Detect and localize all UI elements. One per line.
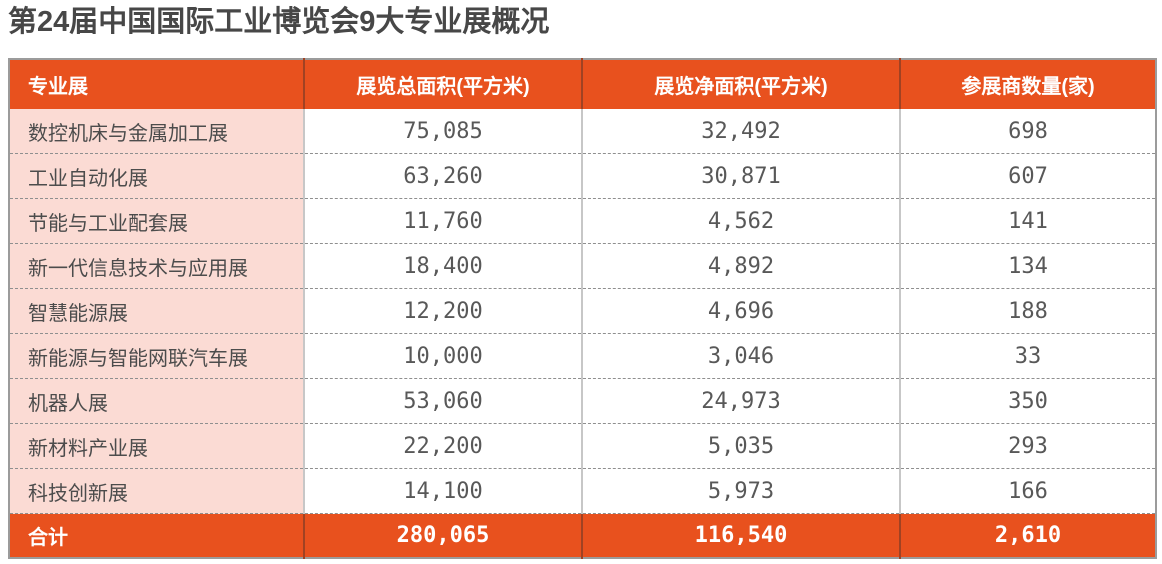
net-area-cell: 5,973 <box>582 468 901 514</box>
exhibition-name-cell: 新一代信息技术与应用展 <box>9 243 305 289</box>
table-row: 科技创新展 14,100 5,973 166 <box>9 468 1156 514</box>
col-header-exhibitor-count: 参展商数量(家) <box>900 59 1156 109</box>
total-label-cell: 合计 <box>9 513 305 558</box>
gross-area-cell: 18,400 <box>304 243 583 289</box>
gross-area-cell: 75,085 <box>304 109 583 154</box>
exhibitor-count-cell: 350 <box>900 378 1156 424</box>
total-row: 合计 280,065 116,540 2,610 <box>9 513 1156 558</box>
table-row: 数控机床与金属加工展 75,085 32,492 698 <box>9 109 1156 154</box>
net-area-cell: 5,035 <box>582 423 901 469</box>
exhibition-name-cell: 新能源与智能网联汽车展 <box>9 333 305 379</box>
exhibition-name-cell: 科技创新展 <box>9 468 305 514</box>
header-row: 专业展 展览总面积(平方米) 展览净面积(平方米) 参展商数量(家) <box>9 59 1156 109</box>
exhibition-name-cell: 智慧能源展 <box>9 288 305 334</box>
gross-area-cell: 14,100 <box>304 468 583 514</box>
exhibitor-count-cell: 188 <box>900 288 1156 334</box>
exhibition-name-cell: 机器人展 <box>9 378 305 424</box>
gross-area-cell: 12,200 <box>304 288 583 334</box>
net-area-cell: 4,696 <box>582 288 901 334</box>
net-area-cell: 24,973 <box>582 378 901 424</box>
total-net-area-cell: 116,540 <box>582 513 901 558</box>
table-row: 节能与工业配套展 11,760 4,562 141 <box>9 198 1156 244</box>
net-area-cell: 3,046 <box>582 333 901 379</box>
gross-area-cell: 53,060 <box>304 378 583 424</box>
net-area-cell: 30,871 <box>582 153 901 199</box>
table-row: 机器人展 53,060 24,973 350 <box>9 378 1156 424</box>
exhibition-name-cell: 新材料产业展 <box>9 423 305 469</box>
col-header-net-area: 展览净面积(平方米) <box>582 59 901 109</box>
gross-area-cell: 11,760 <box>304 198 583 244</box>
gross-area-cell: 10,000 <box>304 333 583 379</box>
exhibitor-count-cell: 698 <box>900 109 1156 154</box>
total-exhibitor-count-cell: 2,610 <box>900 513 1156 558</box>
exhibitor-count-cell: 166 <box>900 468 1156 514</box>
expo-summary-table: 专业展 展览总面积(平方米) 展览净面积(平方米) 参展商数量(家) 数控机床与… <box>8 58 1157 559</box>
total-gross-area-cell: 280,065 <box>304 513 583 558</box>
exhibitor-count-cell: 141 <box>900 198 1156 244</box>
table-row: 新材料产业展 22,200 5,035 293 <box>9 423 1156 469</box>
table-row: 智慧能源展 12,200 4,696 188 <box>9 288 1156 334</box>
exhibitor-count-cell: 293 <box>900 423 1156 469</box>
table-row: 新一代信息技术与应用展 18,400 4,892 134 <box>9 243 1156 289</box>
exhibition-name-cell: 数控机床与金属加工展 <box>9 109 305 154</box>
col-header-exhibition: 专业展 <box>9 59 305 109</box>
net-area-cell: 4,562 <box>582 198 901 244</box>
gross-area-cell: 22,200 <box>304 423 583 469</box>
net-area-cell: 32,492 <box>582 109 901 154</box>
net-area-cell: 4,892 <box>582 243 901 289</box>
exhibition-name-cell: 节能与工业配套展 <box>9 198 305 244</box>
exhibition-name-cell: 工业自动化展 <box>9 153 305 199</box>
exhibitor-count-cell: 134 <box>900 243 1156 289</box>
page-title: 第24届中国国际工业博览会9大专业展概况 <box>8 6 550 38</box>
table-row: 工业自动化展 63,260 30,871 607 <box>9 153 1156 199</box>
gross-area-cell: 63,260 <box>304 153 583 199</box>
exhibitor-count-cell: 607 <box>900 153 1156 199</box>
table-row: 新能源与智能网联汽车展 10,000 3,046 33 <box>9 333 1156 379</box>
exhibitor-count-cell: 33 <box>900 333 1156 379</box>
col-header-gross-area: 展览总面积(平方米) <box>304 59 583 109</box>
